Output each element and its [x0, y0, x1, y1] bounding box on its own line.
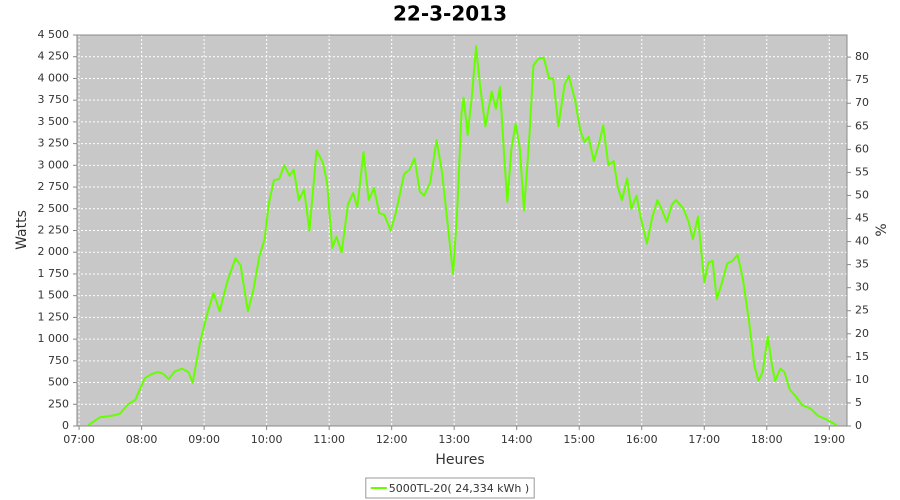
x-tick-label: 15:00 — [563, 433, 595, 446]
y-tick-label: 3 500 — [38, 115, 70, 128]
data-line — [87, 45, 838, 426]
y-tick-label: 3 000 — [38, 158, 70, 171]
y-axis-label: Watts — [14, 210, 30, 250]
y-tick-label: 1 000 — [38, 332, 70, 345]
y2-tick-label: 55 — [855, 165, 869, 178]
y2-tick-label: 70 — [855, 96, 869, 109]
y2-tick-label: 60 — [855, 142, 869, 155]
x-tick-label: 16:00 — [626, 433, 658, 446]
y2-tick-label: 25 — [855, 304, 869, 317]
x-tick-label: 08:00 — [126, 433, 158, 446]
y-tick-label: 2 250 — [38, 224, 70, 237]
chart-title: 22-3-2013 — [393, 2, 507, 26]
x-tick-label: 14:00 — [501, 433, 533, 446]
y2-tick-label: 40 — [855, 235, 869, 248]
y2-tick-label: 10 — [855, 373, 869, 386]
y2-tick-label: 75 — [855, 73, 869, 86]
y2-tick-label: 20 — [855, 327, 869, 340]
y2-tick-label: 80 — [855, 50, 869, 63]
y-tick-label: 2 500 — [38, 202, 70, 215]
y-tick-label: 3 750 — [38, 93, 70, 106]
x-tick-label: 10:00 — [251, 433, 283, 446]
y-tick-label: 1 250 — [38, 310, 70, 323]
y-tick-label: 250 — [48, 397, 69, 410]
x-tick-label: 18:00 — [751, 433, 783, 446]
y-tick-label: 500 — [48, 376, 69, 389]
y2-tick-label: 15 — [855, 350, 869, 363]
legend-box — [365, 477, 535, 499]
plot-border — [76, 34, 848, 427]
y-tick-label: 4 250 — [38, 50, 70, 63]
x-axis-label: Heures — [435, 452, 484, 468]
y2-tick-label: 50 — [855, 188, 869, 201]
x-tick-label: 11:00 — [313, 433, 345, 446]
x-tick-label: 09:00 — [188, 433, 220, 446]
y-tick-label: 0 — [62, 419, 69, 432]
y-tick-label: 750 — [48, 354, 69, 367]
x-tick-label: 17:00 — [688, 433, 720, 446]
y2-tick-label: 65 — [855, 119, 869, 132]
y-tick-label: 4 000 — [38, 71, 70, 84]
y-tick-label: 1 750 — [38, 267, 70, 280]
x-tick-label: 19:00 — [813, 433, 845, 446]
y-tick-label: 1 500 — [38, 289, 70, 302]
x-tick-label: 13:00 — [438, 433, 470, 446]
legend-label: 5000TL-20( 24,334 kWh ) — [389, 482, 529, 495]
y-tick-label: 2 750 — [38, 180, 70, 193]
y-tick-label: 3 250 — [38, 137, 70, 150]
y-tick-label: 2 000 — [38, 245, 70, 258]
y2-tick-label: 5 — [855, 396, 862, 409]
x-tick-label: 12:00 — [376, 433, 408, 446]
legend: 5000TL-20( 24,334 kWh ) — [365, 477, 535, 499]
x-tick-label: 07:00 — [63, 433, 95, 446]
y2-tick-label: 45 — [855, 212, 869, 225]
y2-axis-label: % — [874, 223, 890, 236]
y2-tick-label: 0 — [855, 419, 862, 432]
y-tick-label: 4 500 — [38, 28, 70, 41]
y2-tick-label: 30 — [855, 281, 869, 294]
y2-tick-label: 35 — [855, 258, 869, 271]
